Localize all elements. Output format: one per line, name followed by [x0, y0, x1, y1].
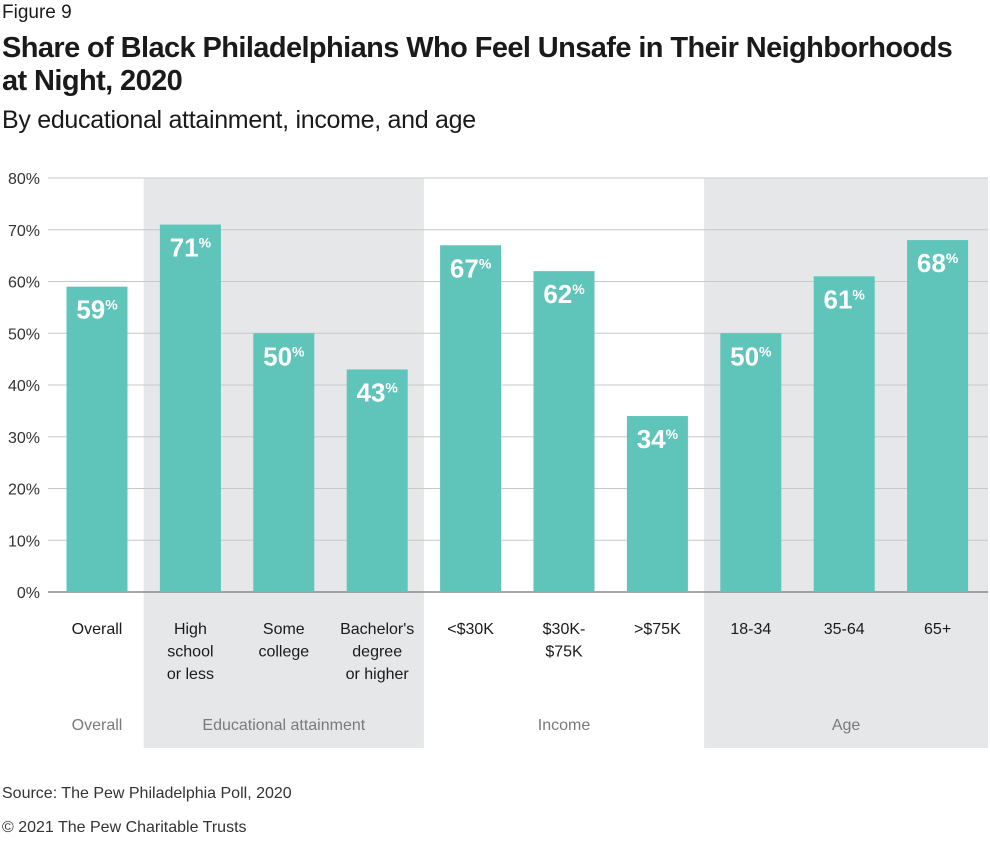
chart-subtitle: By educational attainment, income, and a…: [2, 106, 476, 134]
y-tick-label: 30%: [8, 430, 40, 447]
group-label: Overall: [72, 717, 123, 734]
x-tick-label: Some: [263, 621, 305, 638]
chart-title: Share of Black Philadelphians Who Feel U…: [2, 32, 953, 97]
data-label: 50%: [730, 341, 772, 371]
data-label: 34%: [637, 424, 679, 454]
y-tick-label: 10%: [8, 533, 40, 550]
bar: [253, 333, 315, 592]
data-label: 59%: [76, 295, 118, 325]
data-label: 50%: [263, 341, 305, 371]
y-tick-label: 50%: [8, 326, 40, 343]
x-tick-label: 18-34: [730, 621, 771, 638]
x-tick-label: $75K: [545, 644, 583, 661]
x-tick-label: or higher: [346, 666, 410, 683]
x-tick-label: or less: [167, 666, 214, 683]
y-tick-label: 20%: [8, 482, 40, 499]
data-label: 68%: [917, 248, 959, 278]
x-tick-label: Overall: [72, 621, 123, 638]
x-tick-label: High: [174, 621, 207, 638]
x-tick-label: college: [258, 644, 309, 661]
bar: [440, 245, 502, 592]
data-label: 62%: [543, 279, 585, 309]
x-tick-label: $30K-: [543, 621, 586, 638]
data-label: 61%: [824, 284, 866, 314]
y-tick-label: 0%: [17, 585, 40, 602]
y-tick-label: 70%: [8, 223, 40, 240]
bar: [346, 369, 408, 592]
x-tick-label: 65+: [924, 621, 951, 638]
x-tick-label: school: [167, 644, 213, 661]
bar: [159, 224, 221, 592]
bar: [533, 271, 595, 592]
bar: [907, 240, 969, 592]
x-tick-label: <$30K: [447, 621, 494, 638]
data-label: 71%: [170, 233, 212, 263]
x-tick-label: Bachelor's: [340, 621, 414, 638]
bar: [626, 416, 688, 592]
bar: [720, 333, 782, 592]
bar: [66, 286, 128, 592]
group-label: Educational attainment: [202, 717, 365, 734]
bar: [813, 276, 875, 592]
group-label: Age: [832, 717, 861, 734]
copyright-note: © 2021 The Pew Charitable Trusts: [2, 819, 247, 836]
y-tick-label: 80%: [8, 171, 40, 188]
data-label: 67%: [450, 253, 492, 283]
x-tick-label: degree: [352, 644, 402, 661]
y-tick-label: 40%: [8, 378, 40, 395]
group-label: Income: [538, 717, 591, 734]
figure-label: Figure 9: [2, 2, 72, 23]
x-tick-label: >$75K: [634, 621, 681, 638]
x-tick-label: 35-64: [824, 621, 865, 638]
y-tick-label: 60%: [8, 275, 40, 292]
source-note: Source: The Pew Philadelphia Poll, 2020: [2, 785, 292, 802]
data-label: 43%: [357, 377, 399, 407]
